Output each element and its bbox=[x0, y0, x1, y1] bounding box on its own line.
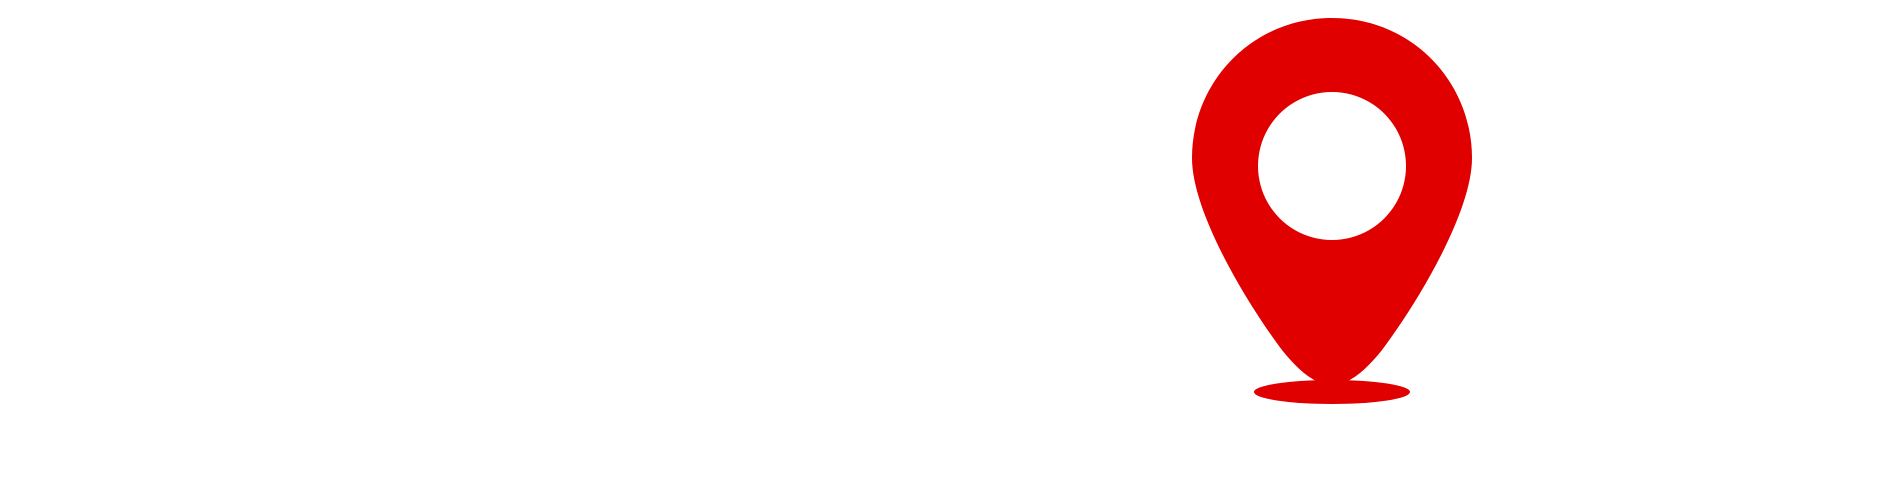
pin-body bbox=[1192, 18, 1472, 386]
map-pin-icon bbox=[1186, 12, 1486, 412]
pin-shadow bbox=[1254, 380, 1410, 404]
